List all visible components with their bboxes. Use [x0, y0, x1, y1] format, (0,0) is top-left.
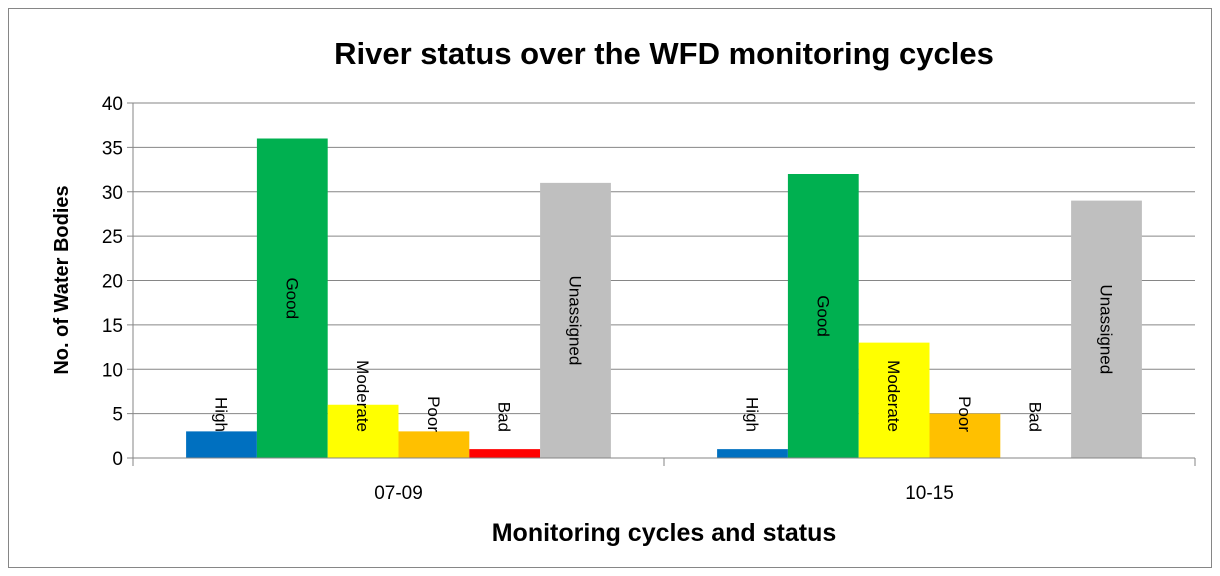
data-label: High	[212, 397, 231, 432]
y-tick-label: 0	[112, 449, 123, 470]
y-tick-label: 35	[102, 138, 123, 159]
bar	[256, 138, 328, 458]
data-label: Poor	[424, 396, 443, 432]
bar	[787, 174, 859, 458]
y-tick-label: 40	[102, 94, 123, 115]
x-axis-label: Monitoring cycles and status	[492, 519, 837, 547]
y-tick-label: 25	[102, 227, 123, 248]
data-label: Poor	[955, 396, 974, 432]
x-tick-label: 10-15	[905, 483, 954, 504]
y-tick-label: 20	[102, 272, 123, 293]
data-label: Unassigned	[566, 276, 585, 366]
data-label: Bad	[1026, 402, 1045, 432]
y-axis-label: No. of Water Bodies	[51, 185, 73, 374]
data-label: Good	[813, 295, 832, 337]
bar	[469, 449, 541, 458]
y-tick-label: 15	[102, 316, 123, 337]
y-tick-label: 10	[102, 360, 123, 381]
data-label: Good	[282, 277, 301, 319]
data-label: Moderate	[884, 360, 903, 432]
y-tick-label: 5	[112, 405, 123, 426]
bar	[186, 431, 257, 458]
bar	[540, 182, 611, 458]
data-label: Moderate	[353, 360, 372, 432]
data-label: High	[743, 397, 762, 432]
bar	[717, 449, 788, 458]
data-label: Bad	[495, 402, 514, 432]
bar	[1071, 200, 1142, 458]
bar	[929, 413, 1001, 458]
bar	[858, 342, 930, 458]
chart-title: River status over the WFD monitoring cyc…	[334, 36, 994, 71]
bar	[327, 404, 399, 458]
bar	[398, 431, 470, 458]
x-tick-label: 07-09	[374, 483, 423, 504]
y-tick-label: 30	[102, 183, 123, 204]
data-label: Unassigned	[1097, 284, 1116, 374]
